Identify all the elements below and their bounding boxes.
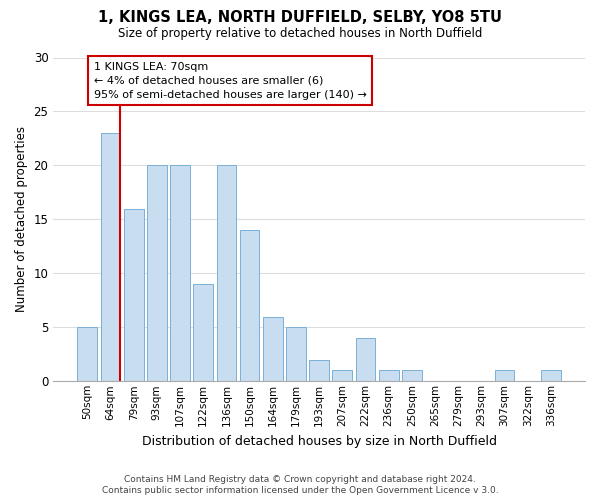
Bar — [379, 370, 398, 382]
Bar — [541, 370, 561, 382]
Bar — [240, 230, 259, 382]
Bar — [147, 166, 167, 382]
X-axis label: Distribution of detached houses by size in North Duffield: Distribution of detached houses by size … — [142, 434, 497, 448]
Bar — [356, 338, 376, 382]
Bar — [309, 360, 329, 382]
Bar — [495, 370, 514, 382]
Bar — [170, 166, 190, 382]
Text: Contains public sector information licensed under the Open Government Licence v : Contains public sector information licen… — [101, 486, 499, 495]
Bar — [124, 208, 143, 382]
Text: Size of property relative to detached houses in North Duffield: Size of property relative to detached ho… — [118, 28, 482, 40]
Bar — [193, 284, 213, 382]
Bar — [101, 133, 121, 382]
Y-axis label: Number of detached properties: Number of detached properties — [15, 126, 28, 312]
Text: 1, KINGS LEA, NORTH DUFFIELD, SELBY, YO8 5TU: 1, KINGS LEA, NORTH DUFFIELD, SELBY, YO8… — [98, 10, 502, 25]
Bar — [263, 316, 283, 382]
Bar — [286, 328, 306, 382]
Bar — [402, 370, 422, 382]
Bar — [77, 328, 97, 382]
Bar — [332, 370, 352, 382]
Text: Contains HM Land Registry data © Crown copyright and database right 2024.: Contains HM Land Registry data © Crown c… — [124, 475, 476, 484]
Bar — [217, 166, 236, 382]
Text: 1 KINGS LEA: 70sqm
← 4% of detached houses are smaller (6)
95% of semi-detached : 1 KINGS LEA: 70sqm ← 4% of detached hous… — [94, 62, 367, 100]
